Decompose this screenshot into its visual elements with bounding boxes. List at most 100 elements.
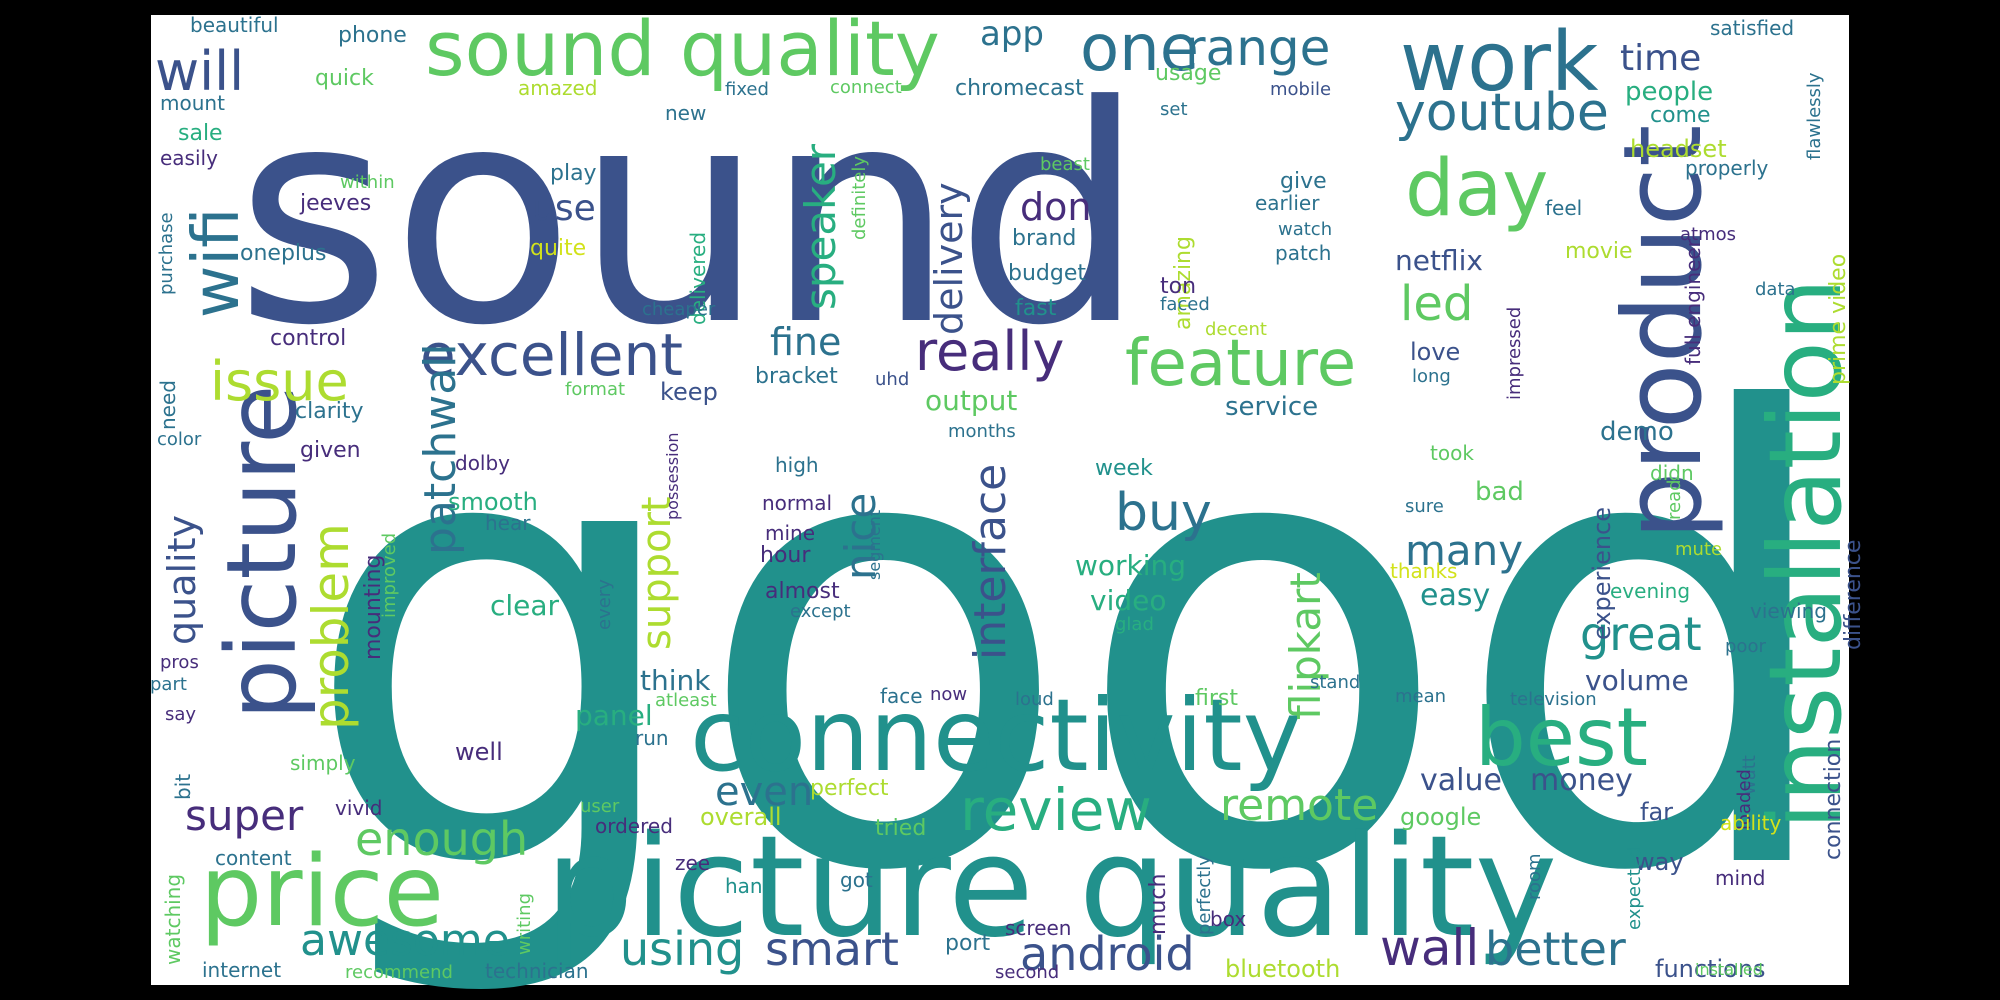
word-watch: watch: [1278, 219, 1332, 240]
word-money: money: [1530, 763, 1633, 798]
word-way: way: [1635, 848, 1684, 876]
word-movie: movie: [1565, 239, 1633, 264]
word-box: box: [1210, 907, 1246, 931]
word-given: given: [300, 438, 361, 463]
word-second: second: [995, 962, 1059, 983]
word-easily: easily: [160, 146, 218, 170]
word-demo: demo: [1600, 417, 1674, 447]
word-beautiful: beautiful: [190, 13, 279, 37]
word-user: user: [580, 796, 620, 817]
word-recommend: recommend: [345, 962, 453, 983]
word-patchwall: patchwall: [415, 343, 466, 555]
word-delivery: delivery: [927, 182, 971, 335]
word-video: video: [1090, 584, 1166, 617]
word-technician: technician: [485, 959, 589, 983]
word-glad: glad: [1115, 614, 1154, 635]
word-flipkart: flipkart: [1281, 572, 1330, 720]
word-full-engineer: full engineer: [1681, 238, 1705, 365]
word-watt: watt: [1739, 755, 1760, 795]
word-television: television: [1510, 689, 1597, 710]
word-netflix: netflix: [1395, 244, 1483, 277]
word-connection: connection: [1821, 739, 1846, 860]
word-dolby: dolby: [455, 451, 510, 475]
word-decent: decent: [1205, 319, 1267, 340]
word-speaker: speaker: [796, 143, 845, 310]
word-phone: phone: [338, 23, 407, 48]
word-prime-video: prime video: [1826, 254, 1851, 385]
word-content: content: [215, 846, 292, 870]
word-control: control: [270, 326, 346, 351]
word-uhd: uhd: [875, 369, 909, 390]
word-volume: volume: [1585, 664, 1689, 697]
word-working: working: [1075, 549, 1186, 582]
word-zee: zee: [675, 851, 710, 875]
word-work: work: [1400, 15, 1599, 110]
word-clear: clear: [490, 589, 560, 622]
word-remote: remote: [1220, 780, 1378, 831]
word-awesome: awesome: [300, 915, 510, 966]
word-mean: mean: [1395, 686, 1446, 707]
word-viewing: viewing: [1750, 599, 1827, 623]
word-sure: sure: [1405, 496, 1444, 517]
word-picture-quality: picture quality: [545, 806, 1557, 969]
word-fine: fine: [770, 320, 841, 364]
word-fixed: fixed: [725, 79, 769, 100]
word-week: week: [1095, 456, 1153, 481]
word-smart: smart: [765, 922, 899, 976]
word-tried: tried: [875, 816, 926, 841]
word-mine: mine: [765, 521, 815, 545]
word-buy: buy: [1115, 483, 1212, 543]
word-functions: functions: [1655, 955, 1766, 983]
word-love: love: [1410, 338, 1460, 366]
word-quality: quality: [160, 515, 204, 645]
word-simply: simply: [290, 751, 356, 775]
word-purchase: purchase: [156, 212, 177, 295]
word-really: really: [915, 320, 1064, 383]
word-now: now: [930, 684, 967, 705]
word-within: within: [340, 172, 395, 193]
word-say: say: [165, 704, 196, 725]
word-google: google: [1400, 803, 1481, 831]
word-quite: quite: [530, 236, 586, 261]
word-mount: mount: [160, 91, 225, 115]
word-good: good: [300, 286, 1846, 1000]
word-except: except: [790, 601, 851, 622]
word-loud: loud: [1015, 689, 1054, 710]
word-atleast: atleast: [655, 690, 717, 711]
word-value: value: [1420, 763, 1502, 798]
word-possession: possession: [663, 432, 682, 520]
word-expected: expected: [1624, 847, 1645, 930]
word-pros: pros: [160, 652, 199, 673]
word-overall: overall: [700, 803, 782, 831]
word-brand: brand: [1012, 226, 1076, 251]
word-experience: experience: [1588, 507, 1616, 640]
word-amazed: amazed: [518, 76, 598, 100]
word-port: port: [945, 931, 990, 956]
word-excellent: excellent: [420, 321, 683, 389]
word-wifi: wifi: [180, 208, 254, 318]
word-ability: ability: [1720, 811, 1781, 835]
word-mind: mind: [1715, 866, 1765, 890]
word-oneplus: oneplus: [240, 241, 326, 266]
word-play: play: [550, 161, 597, 186]
word-difference: difference: [1841, 540, 1866, 650]
word-delivered: delivered: [686, 232, 710, 325]
word-jeeves: jeeves: [299, 191, 371, 216]
word-hear: hear: [485, 511, 531, 535]
word-atmos: atmos: [1680, 224, 1736, 245]
word-keep: keep: [660, 378, 718, 406]
word-quick: quick: [315, 66, 374, 91]
word-sound: sound: [235, 42, 1146, 391]
word-flawlessly: flawlessly: [1804, 72, 1825, 160]
word-faced: faced: [1160, 294, 1210, 315]
word-price: price: [200, 835, 444, 949]
word-wall: wall: [1380, 919, 1479, 977]
word-range: range: [1185, 19, 1330, 77]
word-hand: hand: [725, 874, 775, 898]
word-format: format: [565, 379, 625, 400]
word-headset: headset: [1630, 135, 1727, 163]
word-product: product: [1601, 125, 1726, 540]
word-service: service: [1225, 392, 1318, 422]
word-normal: normal: [762, 491, 832, 515]
word-months: months: [948, 421, 1016, 442]
